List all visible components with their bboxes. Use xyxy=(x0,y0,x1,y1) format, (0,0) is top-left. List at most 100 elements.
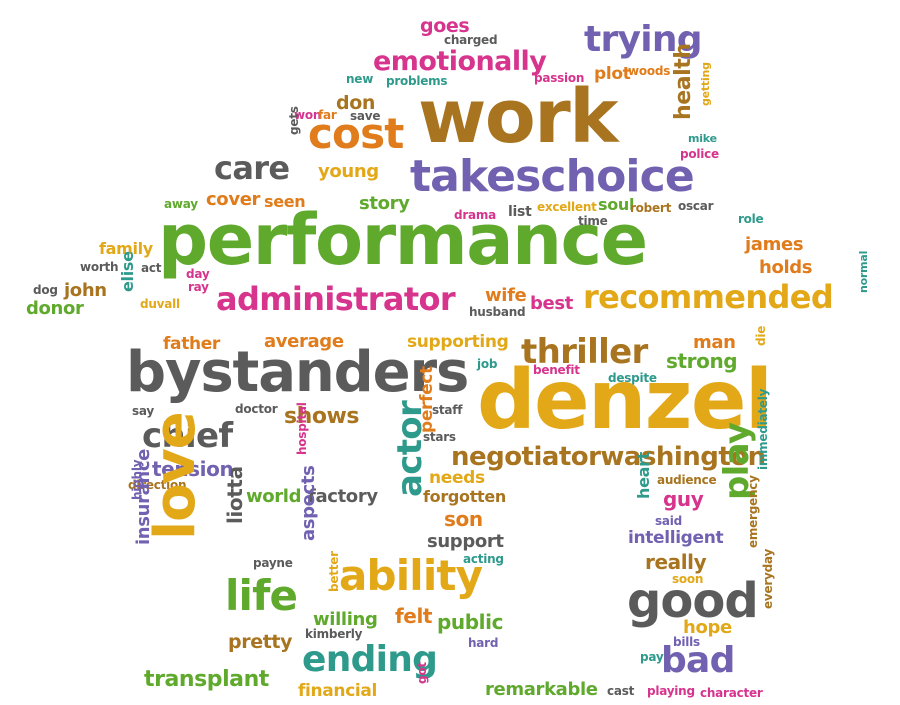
cloud-word-55: normal xyxy=(857,250,870,293)
cloud-word-120: remarkable xyxy=(485,679,598,700)
cloud-word-32: drama xyxy=(454,208,497,222)
cloud-word-6: care xyxy=(214,149,290,187)
cloud-word-68: shows xyxy=(284,404,360,429)
cloud-word-24: won xyxy=(294,108,322,122)
cloud-word-91: said xyxy=(655,514,682,528)
cloud-word-0: performance xyxy=(158,199,648,281)
cloud-word-36: robert xyxy=(630,201,672,215)
cloud-word-61: man xyxy=(693,332,736,353)
cloud-word-107: public xyxy=(437,610,504,634)
cloud-word-26: gets xyxy=(287,106,301,135)
cloud-word-75: negotiatorwashington xyxy=(451,442,766,472)
cloud-word-121: cast xyxy=(607,684,635,698)
cloud-word-62: strong xyxy=(666,349,738,373)
cloud-word-31: story xyxy=(359,193,410,214)
cloud-word-79: world xyxy=(246,486,302,507)
cloud-word-33: list xyxy=(508,204,532,220)
cloud-word-59: job xyxy=(477,357,498,371)
cloud-word-108: hope xyxy=(683,617,732,638)
cloud-word-53: husband xyxy=(469,305,526,319)
cloud-word-20: new xyxy=(346,72,374,86)
cloud-word-70: staff xyxy=(432,403,463,417)
cloud-word-90: support xyxy=(427,531,504,552)
cloud-word-78: direction xyxy=(128,478,187,492)
cloud-word-92: intelligent xyxy=(628,528,724,548)
cloud-word-122: playing xyxy=(647,684,695,698)
cloud-word-96: aspects xyxy=(298,465,319,541)
cloud-word-112: hard xyxy=(468,636,499,650)
cloud-word-88: liotta xyxy=(223,466,247,524)
cloud-word-2: denzel xyxy=(477,353,773,448)
cloud-word-101: emergency xyxy=(746,475,760,548)
cloud-word-17: getting xyxy=(699,62,712,106)
cloud-word-3: bystanders xyxy=(126,340,469,405)
cloud-word-60: thriller xyxy=(521,332,648,372)
cloud-word-123: character xyxy=(700,686,763,700)
cloud-word-94: insurance xyxy=(133,449,154,545)
cloud-word-95: payne xyxy=(253,556,293,570)
cloud-word-57: average xyxy=(264,331,344,352)
cloud-word-38: time xyxy=(578,214,608,228)
cloud-word-105: willing xyxy=(313,609,378,630)
cloud-word-18: mike xyxy=(688,132,717,145)
cloud-word-21: problems xyxy=(386,74,448,88)
cloud-word-39: role xyxy=(738,212,764,226)
cloud-word-44: act xyxy=(141,261,162,275)
cloud-word-74: tension xyxy=(152,457,234,481)
cloud-word-80: factory xyxy=(308,486,378,507)
cloud-word-82: heart xyxy=(634,452,653,499)
cloud-word-104: good xyxy=(627,573,759,629)
cloud-word-109: everyday xyxy=(761,548,775,609)
cloud-word-29: seen xyxy=(264,192,306,211)
cloud-word-27: young xyxy=(318,161,379,182)
cloud-word-76: needs xyxy=(429,468,485,488)
cloud-word-63: die xyxy=(754,325,768,346)
cloud-word-85: immediately xyxy=(756,388,770,470)
cloud-word-12: charged xyxy=(444,33,498,47)
cloud-word-48: john xyxy=(64,280,107,301)
cloud-word-16: health xyxy=(671,43,696,120)
cloud-word-64: benefit xyxy=(533,363,580,377)
cloud-word-100: soon xyxy=(672,572,704,586)
cloud-word-13: plot xyxy=(594,64,631,84)
cloud-word-35: soul xyxy=(598,195,635,214)
cloud-word-34: excellent xyxy=(537,200,597,214)
cloud-word-115: pay xyxy=(640,650,664,664)
cloud-word-28: cover xyxy=(206,189,261,210)
cloud-word-56: father xyxy=(163,334,220,354)
cloud-word-9: trying xyxy=(584,19,703,60)
cloud-word-52: wife xyxy=(485,285,527,306)
cloud-word-14: passion xyxy=(534,71,585,85)
cloud-word-71: stars xyxy=(423,430,456,444)
cloud-word-118: financial xyxy=(298,681,378,701)
cloud-word-41: james xyxy=(745,234,804,255)
cloud-word-110: pretty xyxy=(228,631,293,653)
cloud-word-66: say xyxy=(132,404,154,418)
cloud-word-98: ability xyxy=(339,551,483,600)
cloud-word-1: work xyxy=(418,74,618,160)
cloud-word-45: day xyxy=(186,267,210,281)
cloud-word-8: recommended xyxy=(583,278,834,316)
cloud-word-22: don xyxy=(336,92,376,114)
cloud-word-106: felt xyxy=(395,604,433,628)
cloud-word-89: son xyxy=(444,507,483,531)
cloud-word-54: best xyxy=(530,293,573,314)
cloud-word-40: family xyxy=(99,239,153,258)
cloud-word-102: life xyxy=(225,571,298,620)
cloud-word-30: away xyxy=(164,197,198,211)
cloud-word-49: elise xyxy=(118,251,137,292)
cloud-word-50: duvall xyxy=(140,297,180,311)
cloud-word-15: woods xyxy=(628,64,671,78)
cloud-word-103: better xyxy=(327,551,341,592)
cloud-word-58: supporting xyxy=(407,332,509,352)
cloud-word-43: worth xyxy=(80,260,119,274)
cloud-word-114: ending xyxy=(302,639,438,680)
cloud-word-23: save xyxy=(350,109,381,123)
cloud-word-116: bad xyxy=(661,640,735,681)
cloud-word-81: forgotten xyxy=(423,487,506,506)
cloud-word-83: audience xyxy=(657,473,717,487)
cloud-word-10: emotionally xyxy=(373,46,547,77)
cloud-word-7: administrator xyxy=(216,280,456,318)
cloud-word-19: police xyxy=(680,147,719,161)
